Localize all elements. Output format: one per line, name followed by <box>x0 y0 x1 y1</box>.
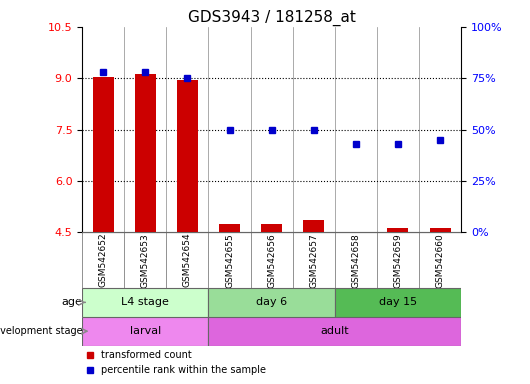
Text: GSM542655: GSM542655 <box>225 233 234 288</box>
Text: day 6: day 6 <box>256 297 287 308</box>
Text: development stage: development stage <box>0 326 82 336</box>
Text: age: age <box>61 297 82 308</box>
Text: GSM542653: GSM542653 <box>141 233 150 288</box>
Text: GSM542659: GSM542659 <box>393 233 402 288</box>
Bar <box>261 224 282 232</box>
Bar <box>335 288 461 317</box>
Text: GSM542660: GSM542660 <box>436 233 445 288</box>
Bar <box>93 76 114 232</box>
Bar <box>177 80 198 232</box>
Bar <box>135 74 156 232</box>
Text: GSM542652: GSM542652 <box>99 233 108 288</box>
Bar <box>208 288 335 317</box>
Title: GDS3943 / 181258_at: GDS3943 / 181258_at <box>188 9 356 25</box>
Text: L4 stage: L4 stage <box>121 297 169 308</box>
Bar <box>303 220 324 232</box>
Text: larval: larval <box>130 326 161 336</box>
Text: day 15: day 15 <box>379 297 417 308</box>
Bar <box>82 317 208 346</box>
Bar <box>219 224 240 232</box>
Text: GSM542654: GSM542654 <box>183 233 192 288</box>
Bar <box>429 228 450 232</box>
Bar <box>82 288 208 317</box>
Text: transformed count: transformed count <box>101 350 192 360</box>
Text: GSM542657: GSM542657 <box>309 233 318 288</box>
Bar <box>208 317 461 346</box>
Text: GSM542658: GSM542658 <box>351 233 360 288</box>
Text: adult: adult <box>321 326 349 336</box>
Bar <box>387 228 409 232</box>
Text: GSM542656: GSM542656 <box>267 233 276 288</box>
Text: percentile rank within the sample: percentile rank within the sample <box>101 366 266 376</box>
